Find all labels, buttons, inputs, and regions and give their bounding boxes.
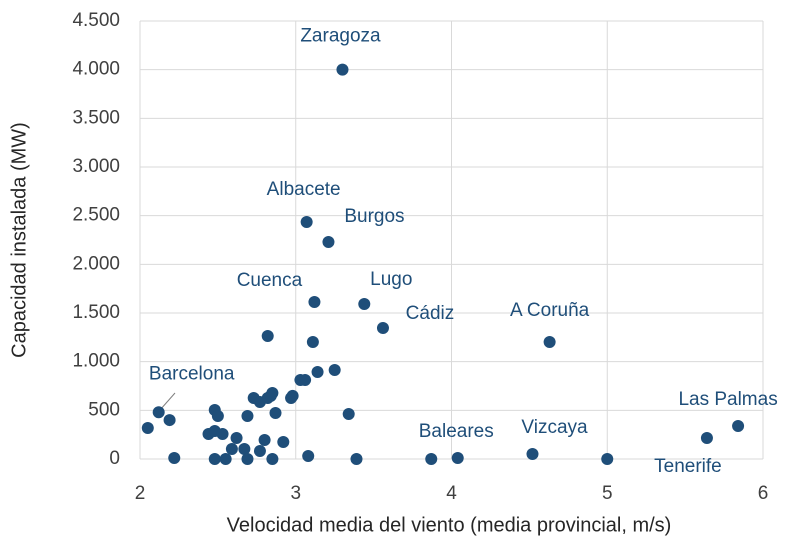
point-label: Tenerife [654, 456, 722, 477]
point [311, 365, 324, 378]
point [336, 63, 349, 76]
point [601, 453, 614, 465]
y-tick-label: 1.000 [72, 351, 120, 372]
point [141, 422, 154, 435]
point [168, 452, 181, 465]
x-axis-title: Velocidad media del viento (media provin… [227, 514, 672, 536]
x-tick-label: 2 [135, 483, 146, 504]
y-tick-label: 4.500 [72, 10, 120, 31]
x-tick-label: 4 [446, 483, 457, 504]
point [216, 427, 229, 440]
y-tick-label: 4.000 [72, 59, 120, 80]
point [152, 406, 165, 419]
point [208, 453, 221, 465]
y-axis-title: Capacidad instalada (MW) [8, 122, 30, 358]
point [350, 453, 363, 465]
y-tick-label: 500 [88, 399, 120, 420]
y-tick-label: 3.500 [72, 107, 120, 128]
point [526, 448, 539, 461]
y-tick-label: 0 [109, 448, 120, 469]
point [163, 414, 176, 427]
point-label: Lugo [370, 269, 412, 290]
point [358, 297, 371, 310]
point [225, 442, 238, 455]
point [253, 445, 266, 458]
point [302, 449, 315, 462]
x-tick-label: 5 [602, 483, 613, 504]
x-tick-label: 6 [758, 483, 769, 504]
point [238, 442, 251, 455]
point [264, 389, 277, 402]
point-label: Barcelona [149, 363, 235, 384]
y-tick-label: 3.000 [72, 156, 120, 177]
x-tick-label: 3 [290, 483, 301, 504]
point [376, 321, 389, 334]
point-label: Las Palmas [678, 389, 777, 410]
point [211, 409, 224, 422]
point [425, 453, 438, 465]
point-label: Zaragoza [300, 26, 381, 47]
point [261, 329, 274, 342]
point [732, 420, 745, 433]
point [277, 435, 290, 448]
leader-line [159, 392, 176, 411]
point [241, 409, 254, 422]
point-label: Baleares [419, 421, 494, 442]
point-label: Burgos [344, 206, 404, 227]
point-label: Vizcaya [521, 417, 588, 438]
point [299, 373, 312, 386]
point-label: A Coruña [510, 300, 590, 321]
y-tick-label: 1.500 [72, 302, 120, 323]
point [285, 391, 298, 404]
y-tick-label: 2.000 [72, 253, 120, 274]
point [269, 406, 282, 419]
point [322, 235, 335, 248]
point [219, 453, 232, 465]
point [300, 215, 313, 228]
point [451, 452, 464, 465]
point-label: Cádiz [406, 303, 455, 324]
point [328, 364, 341, 377]
point [700, 431, 713, 444]
point [266, 453, 279, 465]
y-tick-label: 2.500 [72, 205, 120, 226]
point-label: Albacete [267, 179, 341, 200]
point [241, 453, 254, 465]
point [342, 408, 355, 421]
point [543, 336, 556, 349]
point [306, 336, 319, 349]
point [258, 434, 271, 447]
point [230, 431, 243, 444]
point-label: Cuenca [237, 270, 303, 291]
point [308, 296, 321, 309]
